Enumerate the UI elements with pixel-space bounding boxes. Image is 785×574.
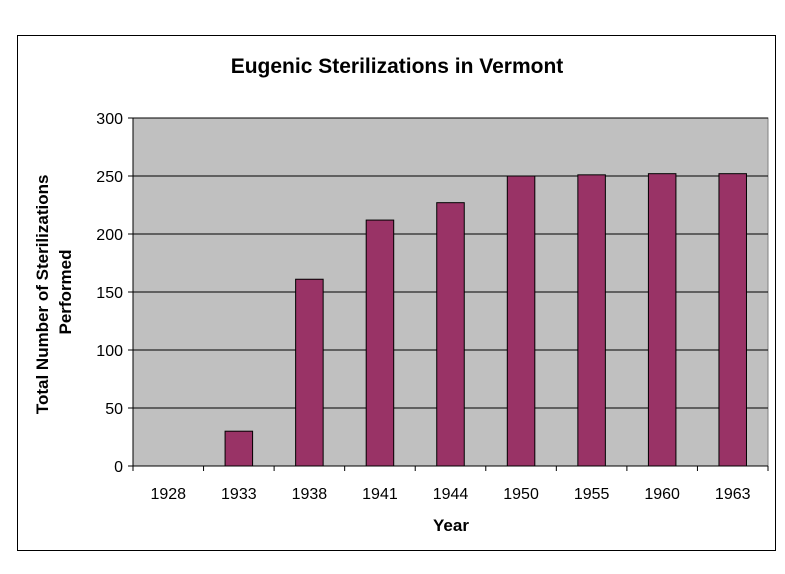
- bars: [224, 173, 747, 467]
- bar-1944: [436, 202, 465, 467]
- bar-1960: [647, 173, 677, 467]
- x-tick-label: 1950: [503, 486, 539, 503]
- x-tick-label: 1963: [715, 486, 751, 503]
- y-tick-label: 100: [96, 343, 123, 360]
- y-tick-label: 0: [114, 459, 123, 476]
- x-tick-label: 1941: [362, 486, 398, 503]
- y-tick-label: 300: [96, 111, 123, 128]
- bar-1938: [295, 278, 324, 467]
- y-axis-title: Total Number of Sterilizations Performed: [33, 170, 75, 414]
- y-axis-title-line-1: Total Number of Sterilizations: [33, 175, 52, 415]
- y-axis-title-line-2: Performed: [56, 249, 75, 334]
- bar-1941: [365, 219, 395, 467]
- y-tick-label: 200: [96, 227, 123, 244]
- x-axis: 1928 1933 1938 1941 1944 1950 1955 1960 1963: [132, 465, 769, 503]
- bar-1955: [577, 174, 606, 467]
- x-tick-label: 1944: [433, 486, 469, 503]
- x-tick-label: 1938: [292, 486, 328, 503]
- y-tick-label: 50: [105, 401, 123, 418]
- chart-title: Eugenic Sterilizations in Vermont: [231, 55, 564, 78]
- x-tick-label: 1955: [574, 486, 610, 503]
- x-tick-label: 1933: [221, 486, 257, 503]
- y-tick-label: 250: [96, 169, 123, 186]
- bar-1933: [224, 430, 254, 467]
- bar-1963: [718, 173, 747, 467]
- bar-1950: [506, 175, 536, 467]
- x-tick-label: 1960: [644, 486, 680, 503]
- y-axis: 0 50 100 150 200 250 300: [96, 111, 134, 476]
- x-tick-label: 1928: [150, 486, 186, 503]
- x-axis-title: Year: [433, 516, 469, 535]
- y-tick-label: 150: [96, 285, 123, 302]
